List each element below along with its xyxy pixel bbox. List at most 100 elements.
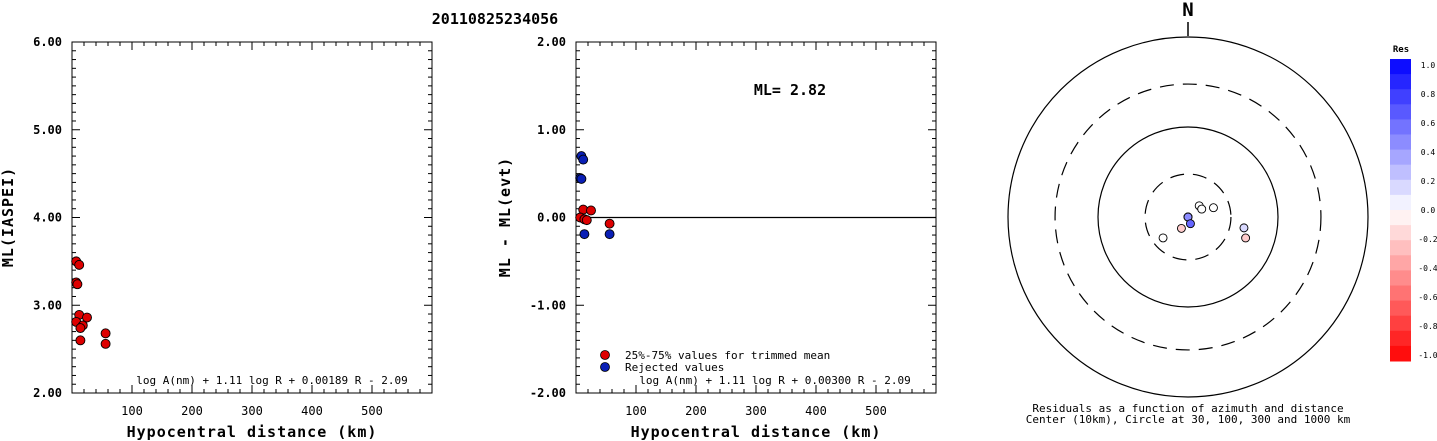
data-point-rejected bbox=[579, 229, 590, 240]
x-tick-label: 300 bbox=[745, 404, 767, 418]
panel-residual-vs-distance: -2.00 -1.00 0.00 1.00 2.00 100 200 300 400 500 M… bbox=[496, 35, 937, 441]
data-point bbox=[74, 259, 85, 270]
polar-ring bbox=[1097, 126, 1279, 308]
polar-ring bbox=[1144, 173, 1232, 261]
panel2-x-axis-label: Hypocentral distance (km) bbox=[631, 423, 882, 441]
polar-rings bbox=[1007, 36, 1369, 398]
colorbar-title: Res bbox=[1393, 45, 1409, 55]
data-point bbox=[72, 279, 83, 290]
colorbar-cell bbox=[1390, 300, 1411, 317]
polar-ring bbox=[1054, 83, 1322, 351]
panel1-y-tick-labels: 2.00 3.00 4.00 5.00 6.00 bbox=[33, 35, 62, 400]
colorbar-tick-label: 0.0 bbox=[1421, 206, 1436, 215]
x-tick-label: 500 bbox=[865, 404, 887, 418]
colorbar-tick-label: 0.8 bbox=[1421, 90, 1436, 99]
colorbar-cell bbox=[1390, 345, 1411, 362]
station-point bbox=[1185, 219, 1195, 229]
colorbar-cell bbox=[1390, 270, 1411, 286]
colorbar-cell bbox=[1390, 255, 1411, 271]
legend-label-rejected: Rejected values bbox=[625, 361, 724, 374]
polar-caption-line2: Center (10km), Circle at 30, 100, 300 an… bbox=[1026, 413, 1351, 426]
data-point-rejected bbox=[576, 173, 587, 184]
panel1-formula: log A(nm) + 1.11 log R + 0.00189 R - 2.0… bbox=[136, 374, 408, 387]
x-tick-label: 400 bbox=[301, 404, 323, 418]
colorbar-cell bbox=[1390, 164, 1411, 181]
y-tick-label: -2.00 bbox=[530, 386, 566, 400]
colorbar-cell bbox=[1390, 225, 1411, 241]
legend-label-trimmed: 25%-75% values for trimmed mean bbox=[625, 349, 830, 362]
data-point-rejected bbox=[578, 154, 589, 165]
data-point bbox=[100, 338, 111, 349]
y-tick-label: 0.00 bbox=[537, 211, 566, 225]
colorbar-cell bbox=[1390, 240, 1411, 256]
data-point-rejected bbox=[604, 229, 615, 240]
panel2-ml-annotation: ML= 2.82 bbox=[754, 81, 826, 99]
x-tick-label: 300 bbox=[241, 404, 263, 418]
data-point bbox=[100, 328, 111, 339]
y-tick-label: 5.00 bbox=[33, 123, 62, 137]
residual-colorbar: Res 1.0 0.8 0.6 0.4 0.2 0.0 -0.2 -0.4 -0.6 -0.8 -1… bbox=[1390, 45, 1437, 362]
x-tick-label: 100 bbox=[625, 404, 647, 418]
legend-marker-trimmed bbox=[600, 350, 610, 360]
x-tick-label: 500 bbox=[361, 404, 383, 418]
panel2-y-tick-labels: -2.00 -1.00 0.00 1.00 2.00 bbox=[530, 35, 566, 400]
colorbar-tick-label: -0.6 bbox=[1418, 293, 1437, 302]
colorbar-cell bbox=[1390, 210, 1411, 226]
station-point bbox=[1209, 203, 1218, 213]
panel-ml-vs-distance: 2.00 3.00 4.00 5.00 6.00 100 200 300 400 500 log… bbox=[0, 35, 433, 441]
colorbar-tick-label: -0.2 bbox=[1418, 235, 1437, 244]
chart-title: 20110825234056 bbox=[432, 10, 558, 28]
panel1-frame bbox=[71, 41, 433, 394]
y-tick-label: 2.00 bbox=[33, 386, 62, 400]
colorbar-cell bbox=[1390, 104, 1411, 120]
colorbar-tick-label: 0.2 bbox=[1421, 177, 1436, 186]
station-point bbox=[1158, 233, 1168, 243]
panel2-y-axis-label: ML - ML(evt) bbox=[496, 157, 514, 277]
colorbar-tick-label: -0.4 bbox=[1418, 264, 1437, 273]
x-tick-label: 400 bbox=[805, 404, 827, 418]
colorbar-cell bbox=[1390, 285, 1411, 302]
y-tick-label: 4.00 bbox=[33, 211, 62, 225]
station-point bbox=[1241, 233, 1251, 243]
colorbar-tick-label: 1.0 bbox=[1421, 61, 1436, 70]
data-point-trimmed bbox=[586, 205, 596, 216]
y-tick-label: 3.00 bbox=[33, 298, 62, 312]
colorbar-cell bbox=[1390, 59, 1411, 75]
colorbar-cell bbox=[1390, 330, 1411, 347]
colorbar-tick-labels: 1.0 0.8 0.6 0.4 0.2 0.0 -0.2 -0.4 -0.6 -0.8 -1.0 bbox=[1418, 61, 1437, 360]
polar-ring bbox=[1007, 36, 1369, 398]
panel1-y-axis-label: ML(IASPEI) bbox=[0, 167, 17, 267]
y-tick-label: -1.00 bbox=[530, 298, 566, 312]
colorbar-tick-label: -1.0 bbox=[1418, 351, 1437, 360]
colorbar-cell bbox=[1390, 315, 1411, 332]
colorbar-tick-label: 0.6 bbox=[1421, 119, 1436, 128]
y-tick-label: 1.00 bbox=[537, 123, 566, 137]
station-point bbox=[1176, 223, 1186, 233]
panel2-x-tick-labels: 100 200 300 400 500 bbox=[625, 404, 887, 418]
y-tick-label: 6.00 bbox=[33, 35, 62, 49]
y-tick-label: 2.00 bbox=[537, 35, 566, 49]
colorbar-cells bbox=[1390, 59, 1411, 362]
colorbar-tick-label: 0.4 bbox=[1421, 148, 1436, 157]
data-point-trimmed bbox=[581, 215, 592, 226]
x-tick-label: 100 bbox=[121, 404, 143, 418]
panel2-points bbox=[575, 151, 615, 240]
colorbar-cell bbox=[1390, 179, 1411, 196]
colorbar-cell bbox=[1390, 89, 1411, 105]
panel-polar-residuals: N Residuals as a function of azimuth and… bbox=[1007, 0, 1369, 426]
colorbar-cell bbox=[1390, 74, 1411, 90]
panel2-formula: log A(nm) + 1.11 log R + 0.00300 R - 2.0… bbox=[639, 374, 911, 387]
colorbar-cell bbox=[1390, 194, 1411, 211]
data-point bbox=[75, 323, 86, 334]
panel1-x-axis-label: Hypocentral distance (km) bbox=[127, 423, 378, 441]
station-point bbox=[1197, 204, 1207, 214]
panel1-ticks bbox=[72, 42, 432, 393]
data-point bbox=[75, 335, 86, 346]
panel1-x-tick-labels: 100 200 300 400 500 bbox=[121, 404, 383, 418]
colorbar-cell bbox=[1390, 149, 1411, 166]
colorbar-cell bbox=[1390, 119, 1411, 135]
x-tick-label: 200 bbox=[685, 404, 707, 418]
panel2-legend: 25%-75% values for trimmed mean Rejected… bbox=[600, 349, 830, 374]
data-point-trimmed bbox=[604, 218, 615, 229]
